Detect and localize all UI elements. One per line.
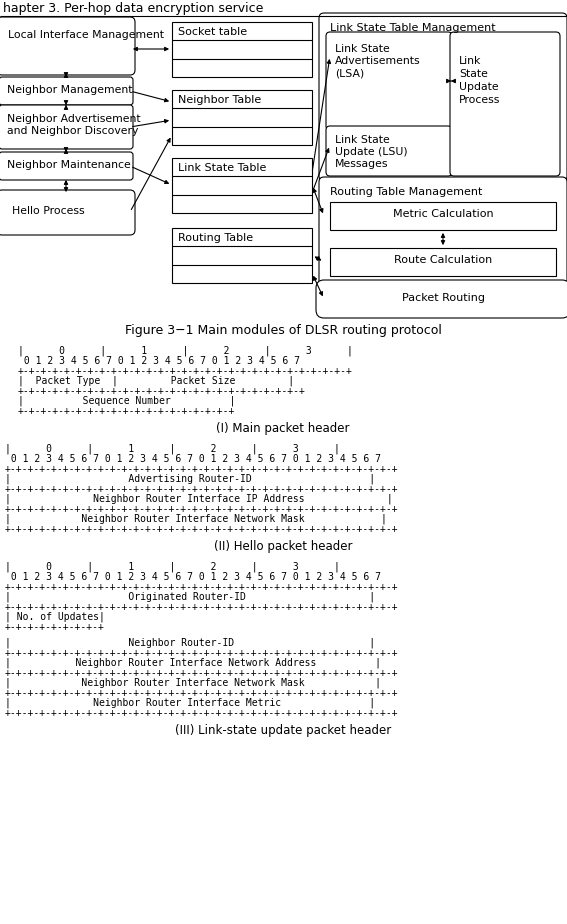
Text: |                    Advertising Router-ID                    |: | Advertising Router-ID |	[5, 474, 375, 484]
Text: Update (LSU): Update (LSU)	[335, 147, 408, 157]
Text: |  Packet Type  |         Packet Size         |: | Packet Type | Packet Size |	[18, 376, 294, 386]
Text: +-+-+-+-+-+-+-+-+-+-+-+-+-+-+-+-+-+-+-+-+-+-+-+-+-+-+-+-+-+-+-+-+-+: +-+-+-+-+-+-+-+-+-+-+-+-+-+-+-+-+-+-+-+-…	[5, 668, 399, 678]
Text: Figure 3−1 Main modules of DLSR routing protocol: Figure 3−1 Main modules of DLSR routing …	[125, 324, 442, 337]
Text: +-+-+-+-+-+-+-+-+-+-+-+-+-+-+-+-+-+-+-+-+-+-+-+-+-+-+-+-+-+-+-+-+-+: +-+-+-+-+-+-+-+-+-+-+-+-+-+-+-+-+-+-+-+-…	[5, 688, 399, 698]
FancyBboxPatch shape	[0, 190, 135, 235]
Text: +-+-+-+-+-+-+-+-+-+-+-+-+-+-+-+-+-+-+-+-+-+-+-+-+-+-+-+-+-+-+-+-+-+: +-+-+-+-+-+-+-+-+-+-+-+-+-+-+-+-+-+-+-+-…	[5, 484, 399, 494]
Text: Metric Calculation: Metric Calculation	[393, 209, 493, 219]
Text: (II) Hello packet header: (II) Hello packet header	[214, 540, 352, 553]
Text: and Neighbor Discovery: and Neighbor Discovery	[7, 126, 138, 136]
Text: (III) Link-state update packet header: (III) Link-state update packet header	[175, 724, 391, 737]
Text: Messages: Messages	[335, 159, 388, 169]
Text: |            Neighbor Router Interface Network Mask            |: | Neighbor Router Interface Network Mask…	[5, 678, 381, 688]
FancyBboxPatch shape	[0, 17, 135, 75]
Text: Neighbor Maintenance: Neighbor Maintenance	[7, 160, 131, 170]
Text: Route Calculation: Route Calculation	[394, 255, 492, 265]
Text: Link State Table: Link State Table	[178, 163, 266, 173]
Text: 0 1 2 3 4 5 6 7 0 1 2 3 4 5 6 7 0 1 2 3 4 5 6 7 0 1 2 3 4 5 6 7: 0 1 2 3 4 5 6 7 0 1 2 3 4 5 6 7 0 1 2 3 …	[5, 572, 381, 582]
Text: +-+-+-+-+-+-+-+-+-+-+-+-+-+-+-+-+-+-+-+-+-+-+-+-+-+-+-+-+-+-+-+-+-+: +-+-+-+-+-+-+-+-+-+-+-+-+-+-+-+-+-+-+-+-…	[5, 504, 399, 514]
Text: Update: Update	[459, 82, 498, 92]
FancyBboxPatch shape	[450, 32, 560, 176]
Text: +-+-+-+-+-+-+-+-+: +-+-+-+-+-+-+-+-+	[5, 622, 105, 632]
Bar	[172, 90, 312, 145]
Text: Neighbor Table: Neighbor Table	[178, 95, 261, 105]
Text: 0 1 2 3 4 5 6 7 0 1 2 3 4 5 6 7 0 1 2 3 4 5 6 7 0 1 2 3 4 5 6 7: 0 1 2 3 4 5 6 7 0 1 2 3 4 5 6 7 0 1 2 3 …	[5, 454, 381, 464]
Bar	[172, 158, 312, 213]
Text: Link State: Link State	[335, 135, 390, 145]
Text: Link: Link	[459, 56, 481, 66]
Text: |          Sequence Number          |: | Sequence Number |	[18, 396, 235, 407]
Text: |              Neighbor Router Interface Metric               |: | Neighbor Router Interface Metric |	[5, 698, 375, 709]
Text: +-+-+-+-+-+-+-+-+-+-+-+-+-+-+-+-+-+-+: +-+-+-+-+-+-+-+-+-+-+-+-+-+-+-+-+-+-+	[18, 406, 235, 416]
FancyBboxPatch shape	[316, 280, 567, 318]
Text: |            Neighbor Router Interface Network Mask             |: | Neighbor Router Interface Network Mask…	[5, 514, 387, 525]
FancyBboxPatch shape	[319, 13, 567, 181]
FancyBboxPatch shape	[326, 32, 452, 130]
Text: Link State Table Management: Link State Table Management	[330, 23, 496, 33]
Text: State: State	[459, 69, 488, 79]
Bar	[330, 202, 556, 230]
Text: |                    Originated Router-ID                     |: | Originated Router-ID |	[5, 592, 375, 602]
Text: Routing Table: Routing Table	[178, 233, 253, 243]
Text: +-+-+-+-+-+-+-+-+-+-+-+-+-+-+-+-+-+-+-+-+-+-+-+-+-+-+-+-+-+-+-+-+-+: +-+-+-+-+-+-+-+-+-+-+-+-+-+-+-+-+-+-+-+-…	[5, 464, 399, 474]
Text: 0 1 2 3 4 5 6 7 0 1 2 3 4 5 6 7 0 1 2 3 4 5 6 7: 0 1 2 3 4 5 6 7 0 1 2 3 4 5 6 7 0 1 2 3 …	[18, 356, 300, 366]
FancyBboxPatch shape	[326, 126, 452, 176]
Text: +-+-+-+-+-+-+-+-+-+-+-+-+-+-+-+-+-+-+-+-+-+-+-+-+-+-+-+-+-+-+-+-+-+: +-+-+-+-+-+-+-+-+-+-+-+-+-+-+-+-+-+-+-+-…	[5, 648, 399, 658]
Text: hapter 3. Per-hop data encryption service: hapter 3. Per-hop data encryption servic…	[3, 2, 264, 15]
Text: |      0      |      1      |      2      |      3      |: | 0 | 1 | 2 | 3 |	[18, 346, 353, 357]
Text: +-+-+-+-+-+-+-+-+-+-+-+-+-+-+-+-+-+-+-+-+-+-+-+-+-+-+-+-+-+-+-+-+-+: +-+-+-+-+-+-+-+-+-+-+-+-+-+-+-+-+-+-+-+-…	[5, 524, 399, 534]
Bar	[330, 248, 556, 276]
Text: Local Interface Management: Local Interface Management	[8, 30, 164, 40]
FancyBboxPatch shape	[0, 152, 133, 180]
Text: Process: Process	[459, 95, 500, 105]
Text: Packet Routing: Packet Routing	[401, 293, 484, 303]
Text: |      0      |      1      |      2      |      3      |: | 0 | 1 | 2 | 3 |	[5, 444, 340, 455]
Text: |                    Neighbor Router-ID                       |: | Neighbor Router-ID |	[5, 638, 375, 649]
Text: | No. of Updates|: | No. of Updates|	[5, 612, 105, 623]
Bar	[172, 22, 312, 77]
Text: (I) Main packet header: (I) Main packet header	[216, 422, 350, 435]
Text: +-+-+-+-+-+-+-+-+-+-+-+-+-+-+-+-+-+-+-+-+-+-+-+-+: +-+-+-+-+-+-+-+-+-+-+-+-+-+-+-+-+-+-+-+-…	[18, 386, 306, 396]
Text: Hello Process: Hello Process	[12, 206, 84, 216]
Text: Neighbor Advertisement: Neighbor Advertisement	[7, 114, 141, 124]
Text: Link State: Link State	[335, 44, 390, 54]
FancyBboxPatch shape	[319, 177, 567, 287]
Text: +-+-+-+-+-+-+-+-+-+-+-+-+-+-+-+-+-+-+-+-+-+-+-+-+-+-+-+-+-+-+-+-+-+: +-+-+-+-+-+-+-+-+-+-+-+-+-+-+-+-+-+-+-+-…	[5, 602, 399, 612]
Text: |           Neighbor Router Interface Network Address          |: | Neighbor Router Interface Network Addr…	[5, 658, 381, 668]
Text: |              Neighbor Router Interface IP Address              |: | Neighbor Router Interface IP Address |	[5, 494, 393, 505]
Text: +-+-+-+-+-+-+-+-+-+-+-+-+-+-+-+-+-+-+-+-+-+-+-+-+-+-+-+-+-+-+-+-+-+: +-+-+-+-+-+-+-+-+-+-+-+-+-+-+-+-+-+-+-+-…	[5, 582, 399, 592]
Text: +-+-+-+-+-+-+-+-+-+-+-+-+-+-+-+-+-+-+-+-+-+-+-+-+-+-+-+-+-+-+-+-+-+: +-+-+-+-+-+-+-+-+-+-+-+-+-+-+-+-+-+-+-+-…	[5, 708, 399, 718]
Bar	[172, 228, 312, 283]
Text: (LSA): (LSA)	[335, 68, 364, 78]
Text: Neighbor Management: Neighbor Management	[7, 85, 133, 95]
Text: |      0      |      1      |      2      |      3      |: | 0 | 1 | 2 | 3 |	[5, 562, 340, 573]
Text: Advertisements: Advertisements	[335, 56, 421, 66]
Text: Routing Table Management: Routing Table Management	[330, 187, 483, 197]
Text: +-+-+-+-+-+-+-+-+-+-+-+-+-+-+-+-+-+-+-+-+-+-+-+-+-+-+-+-+: +-+-+-+-+-+-+-+-+-+-+-+-+-+-+-+-+-+-+-+-…	[18, 366, 353, 376]
Text: Socket table: Socket table	[178, 27, 247, 37]
FancyBboxPatch shape	[0, 105, 133, 149]
FancyBboxPatch shape	[0, 77, 133, 105]
